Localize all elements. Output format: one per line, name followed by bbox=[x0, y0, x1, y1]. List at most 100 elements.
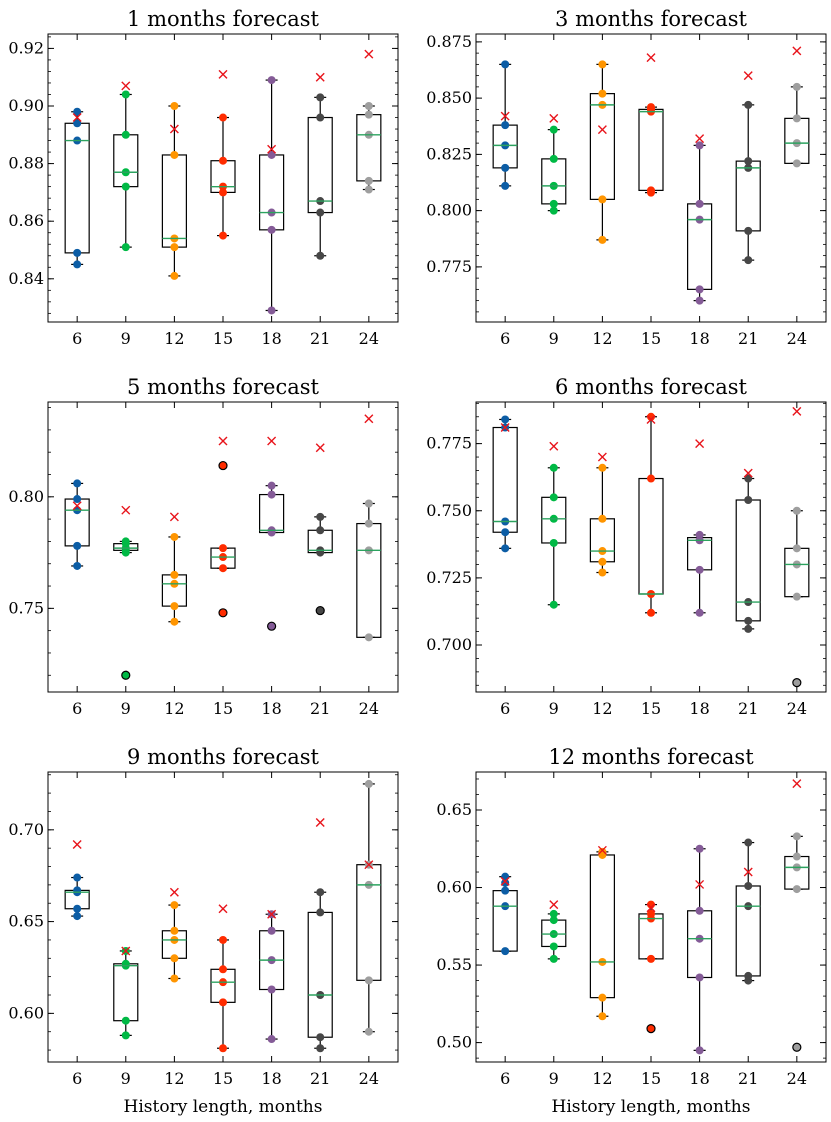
data-point bbox=[501, 60, 510, 69]
reference-marker bbox=[72, 113, 82, 123]
reference-marker-stroke bbox=[792, 406, 802, 416]
data-point bbox=[792, 506, 801, 515]
data-point bbox=[744, 496, 753, 505]
box-iqr bbox=[589, 93, 615, 200]
x-tick-label: 12 bbox=[164, 1069, 184, 1088]
reference-marker bbox=[743, 867, 753, 877]
x-tick-label: 18 bbox=[689, 329, 709, 348]
data-point bbox=[501, 121, 510, 130]
data-point bbox=[267, 490, 276, 499]
data-point bbox=[121, 537, 130, 546]
reference-marker-stroke bbox=[500, 111, 510, 121]
data-point bbox=[501, 886, 510, 895]
reference-marker-stroke bbox=[597, 845, 607, 855]
panel-12-months-forecast: 12 months forecast History length, month… bbox=[436, 745, 827, 1117]
data-point bbox=[598, 195, 607, 204]
x-tick-label: 21 bbox=[738, 329, 758, 348]
box-iqr bbox=[161, 154, 187, 248]
data-point bbox=[316, 888, 325, 897]
reference-marker bbox=[267, 436, 277, 446]
y-tick-label: 0.65 bbox=[8, 912, 44, 931]
reference-marker-stroke bbox=[218, 69, 228, 79]
data-point bbox=[316, 526, 325, 535]
reference-marker bbox=[792, 779, 802, 789]
x-tick-label: 12 bbox=[592, 329, 612, 348]
y-tick-label: 0.84 bbox=[8, 269, 44, 288]
box-iqr bbox=[307, 911, 333, 1038]
reference-marker-stroke bbox=[121, 81, 131, 91]
box-iqr bbox=[113, 963, 139, 1022]
data-point bbox=[267, 985, 276, 994]
x-tick-label: 24 bbox=[787, 699, 807, 718]
data-point bbox=[267, 76, 276, 85]
data-point bbox=[695, 973, 704, 982]
x-tick-label: 9 bbox=[121, 1069, 131, 1088]
data-point bbox=[73, 873, 82, 882]
reference-marker bbox=[315, 443, 325, 453]
data-point bbox=[170, 243, 179, 252]
box-iqr bbox=[113, 134, 139, 188]
data-point bbox=[501, 415, 510, 424]
box-iqr bbox=[687, 910, 713, 979]
data-point bbox=[647, 412, 655, 421]
outlier-point bbox=[646, 1024, 656, 1034]
reference-marker bbox=[597, 125, 607, 135]
data-point bbox=[73, 886, 82, 895]
box-24 bbox=[356, 779, 382, 1036]
data-point bbox=[121, 182, 130, 191]
x-tick-label: 9 bbox=[549, 699, 559, 718]
outlier-point bbox=[792, 1042, 802, 1052]
reference-marker-stroke bbox=[597, 125, 607, 135]
y-tick-label: 0.80 bbox=[8, 487, 44, 506]
data-point bbox=[695, 906, 704, 915]
box-21 bbox=[307, 72, 333, 260]
y-tick-label: 0.800 bbox=[426, 201, 472, 220]
data-point bbox=[792, 82, 801, 91]
data-point bbox=[121, 130, 130, 139]
reference-marker-stroke bbox=[267, 144, 277, 154]
data-point bbox=[316, 93, 325, 102]
reference-marker-stroke bbox=[743, 71, 753, 81]
reference-marker bbox=[218, 69, 228, 79]
data-point bbox=[549, 909, 558, 918]
box-18 bbox=[687, 439, 713, 617]
data-point bbox=[647, 186, 655, 195]
data-point bbox=[549, 206, 558, 215]
data-point bbox=[170, 102, 179, 110]
reference-marker bbox=[646, 414, 656, 424]
outlier-point bbox=[267, 621, 277, 631]
panel-1-month-forecast: 1 months forecast 0.84 0.86 0.88 0.90 0.92 6 9… bbox=[8, 7, 399, 348]
reference-marker-stroke bbox=[315, 72, 325, 82]
reference-marker bbox=[646, 53, 656, 63]
x-tick-label: 21 bbox=[738, 699, 758, 718]
reference-marker-stroke bbox=[72, 840, 82, 849]
data-point bbox=[267, 225, 276, 234]
data-point bbox=[170, 532, 179, 541]
data-point bbox=[73, 495, 82, 504]
box-iqr bbox=[492, 426, 518, 533]
reference-marker-stroke bbox=[315, 817, 325, 827]
reference-marker-stroke bbox=[364, 414, 374, 424]
box-9 bbox=[541, 441, 567, 609]
reference-marker bbox=[500, 876, 510, 886]
reference-marker-stroke bbox=[549, 441, 559, 451]
data-point bbox=[316, 908, 325, 917]
x-tick-label: 24 bbox=[787, 329, 807, 348]
box-6 bbox=[64, 479, 90, 570]
box-iqr bbox=[638, 108, 664, 191]
data-point bbox=[549, 199, 558, 208]
box-24 bbox=[784, 46, 810, 168]
reference-marker-stroke bbox=[169, 512, 179, 522]
reference-marker-stroke bbox=[72, 113, 82, 123]
outlier-point bbox=[121, 670, 131, 680]
y-tick-label: 0.65 bbox=[436, 800, 472, 819]
data-point bbox=[744, 474, 753, 483]
box-6 bbox=[64, 107, 90, 269]
data-point bbox=[695, 608, 704, 617]
data-point bbox=[598, 847, 607, 856]
y-tick-label: 0.875 bbox=[426, 32, 472, 51]
reference-marker-stroke bbox=[218, 436, 228, 446]
data-point bbox=[647, 103, 655, 112]
data-point bbox=[219, 965, 227, 974]
x-axis-label: History length, months bbox=[124, 1097, 323, 1117]
